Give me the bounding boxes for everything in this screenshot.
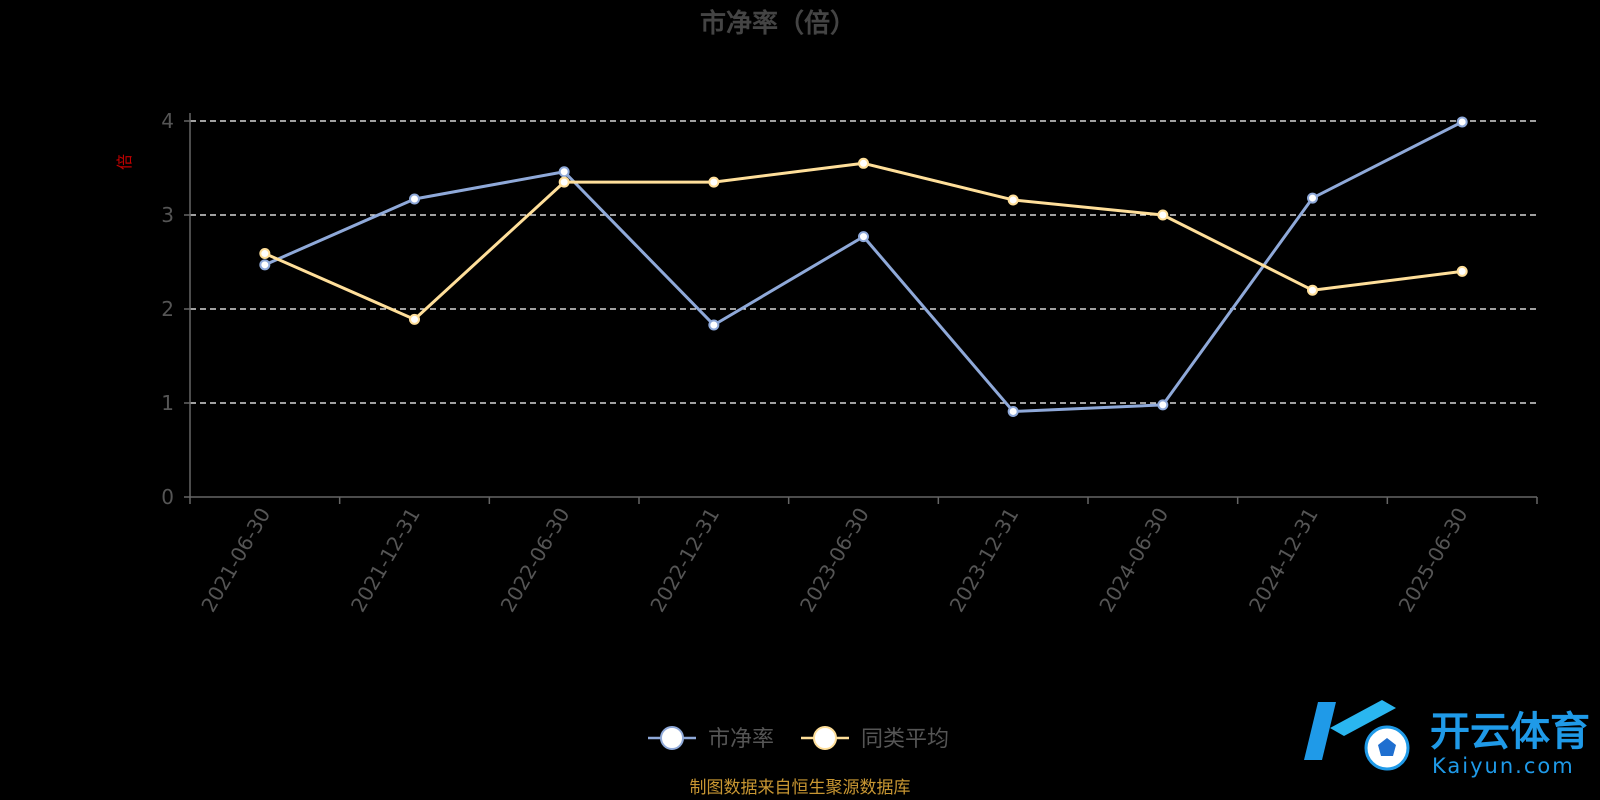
data-point	[259, 248, 271, 260]
data-point	[259, 259, 271, 271]
x-tick-label: 2024-12-31	[1244, 504, 1323, 617]
watermark-logo: 开云体育 Kaiyun.com	[1304, 700, 1590, 778]
legend-item-2: 同类平均	[801, 726, 949, 752]
y-tick-label-1: 1	[161, 391, 174, 415]
series-2	[259, 157, 1468, 325]
legend: 市净率 同类平均	[648, 726, 949, 752]
data-point	[858, 157, 869, 169]
y-tick-label-0: 0	[161, 485, 174, 509]
watermark-site: Kaiyun.com	[1432, 754, 1575, 778]
data-point	[858, 231, 869, 243]
data-point	[1307, 192, 1318, 204]
watermark-brand: 开云体育	[1430, 709, 1590, 755]
grid-lines	[190, 120, 1537, 404]
legend-marker	[813, 726, 837, 750]
x-tick-label: 2022-12-31	[645, 504, 724, 617]
series-1	[259, 116, 1468, 417]
data-point	[708, 319, 720, 331]
data-point	[1157, 399, 1169, 411]
data-point	[708, 176, 720, 188]
legend-marker	[660, 726, 684, 750]
data-point	[558, 176, 570, 188]
data-point	[1456, 116, 1468, 128]
x-tick-label: 2021-12-31	[346, 504, 425, 617]
y-tick-label-2: 2	[161, 297, 174, 321]
data-point	[1007, 194, 1019, 206]
y-axis-label: 倍	[115, 154, 134, 170]
k-ball-logo-icon	[1304, 700, 1410, 771]
legend-item-1: 市净率	[648, 726, 774, 752]
legend-label: 市净率	[708, 727, 774, 752]
legend-label: 同类平均	[861, 727, 949, 752]
data-point	[1456, 265, 1468, 277]
axes	[184, 113, 1538, 504]
x-tick-label: 2022-06-30	[496, 504, 575, 617]
x-tick-label: 2025-06-30	[1394, 504, 1473, 617]
x-tick-labels: 2021-06-30 2021-12-31 2022-06-30 2022-12-31…	[196, 504, 1472, 617]
source-note: 制图数据来自恒生聚源数据库	[690, 778, 911, 798]
chart-title: 市净率（倍）	[700, 8, 856, 39]
x-tick-label: 2021-06-30	[196, 504, 275, 617]
y-tick-label-3: 3	[161, 203, 174, 227]
data-point	[409, 313, 420, 325]
x-tick-label: 2023-12-31	[945, 504, 1024, 617]
x-tick-label: 2024-06-30	[1094, 504, 1173, 617]
y-tick-labels: 0 1 2 3 4	[161, 109, 174, 509]
series-layer	[259, 116, 1468, 417]
data-point	[1007, 405, 1019, 417]
data-point	[1307, 284, 1318, 296]
data-point	[1157, 209, 1169, 221]
y-tick-label-4: 4	[161, 109, 174, 133]
x-tick-label: 2023-06-30	[795, 504, 874, 617]
data-point	[409, 193, 420, 205]
data-point	[558, 166, 570, 178]
